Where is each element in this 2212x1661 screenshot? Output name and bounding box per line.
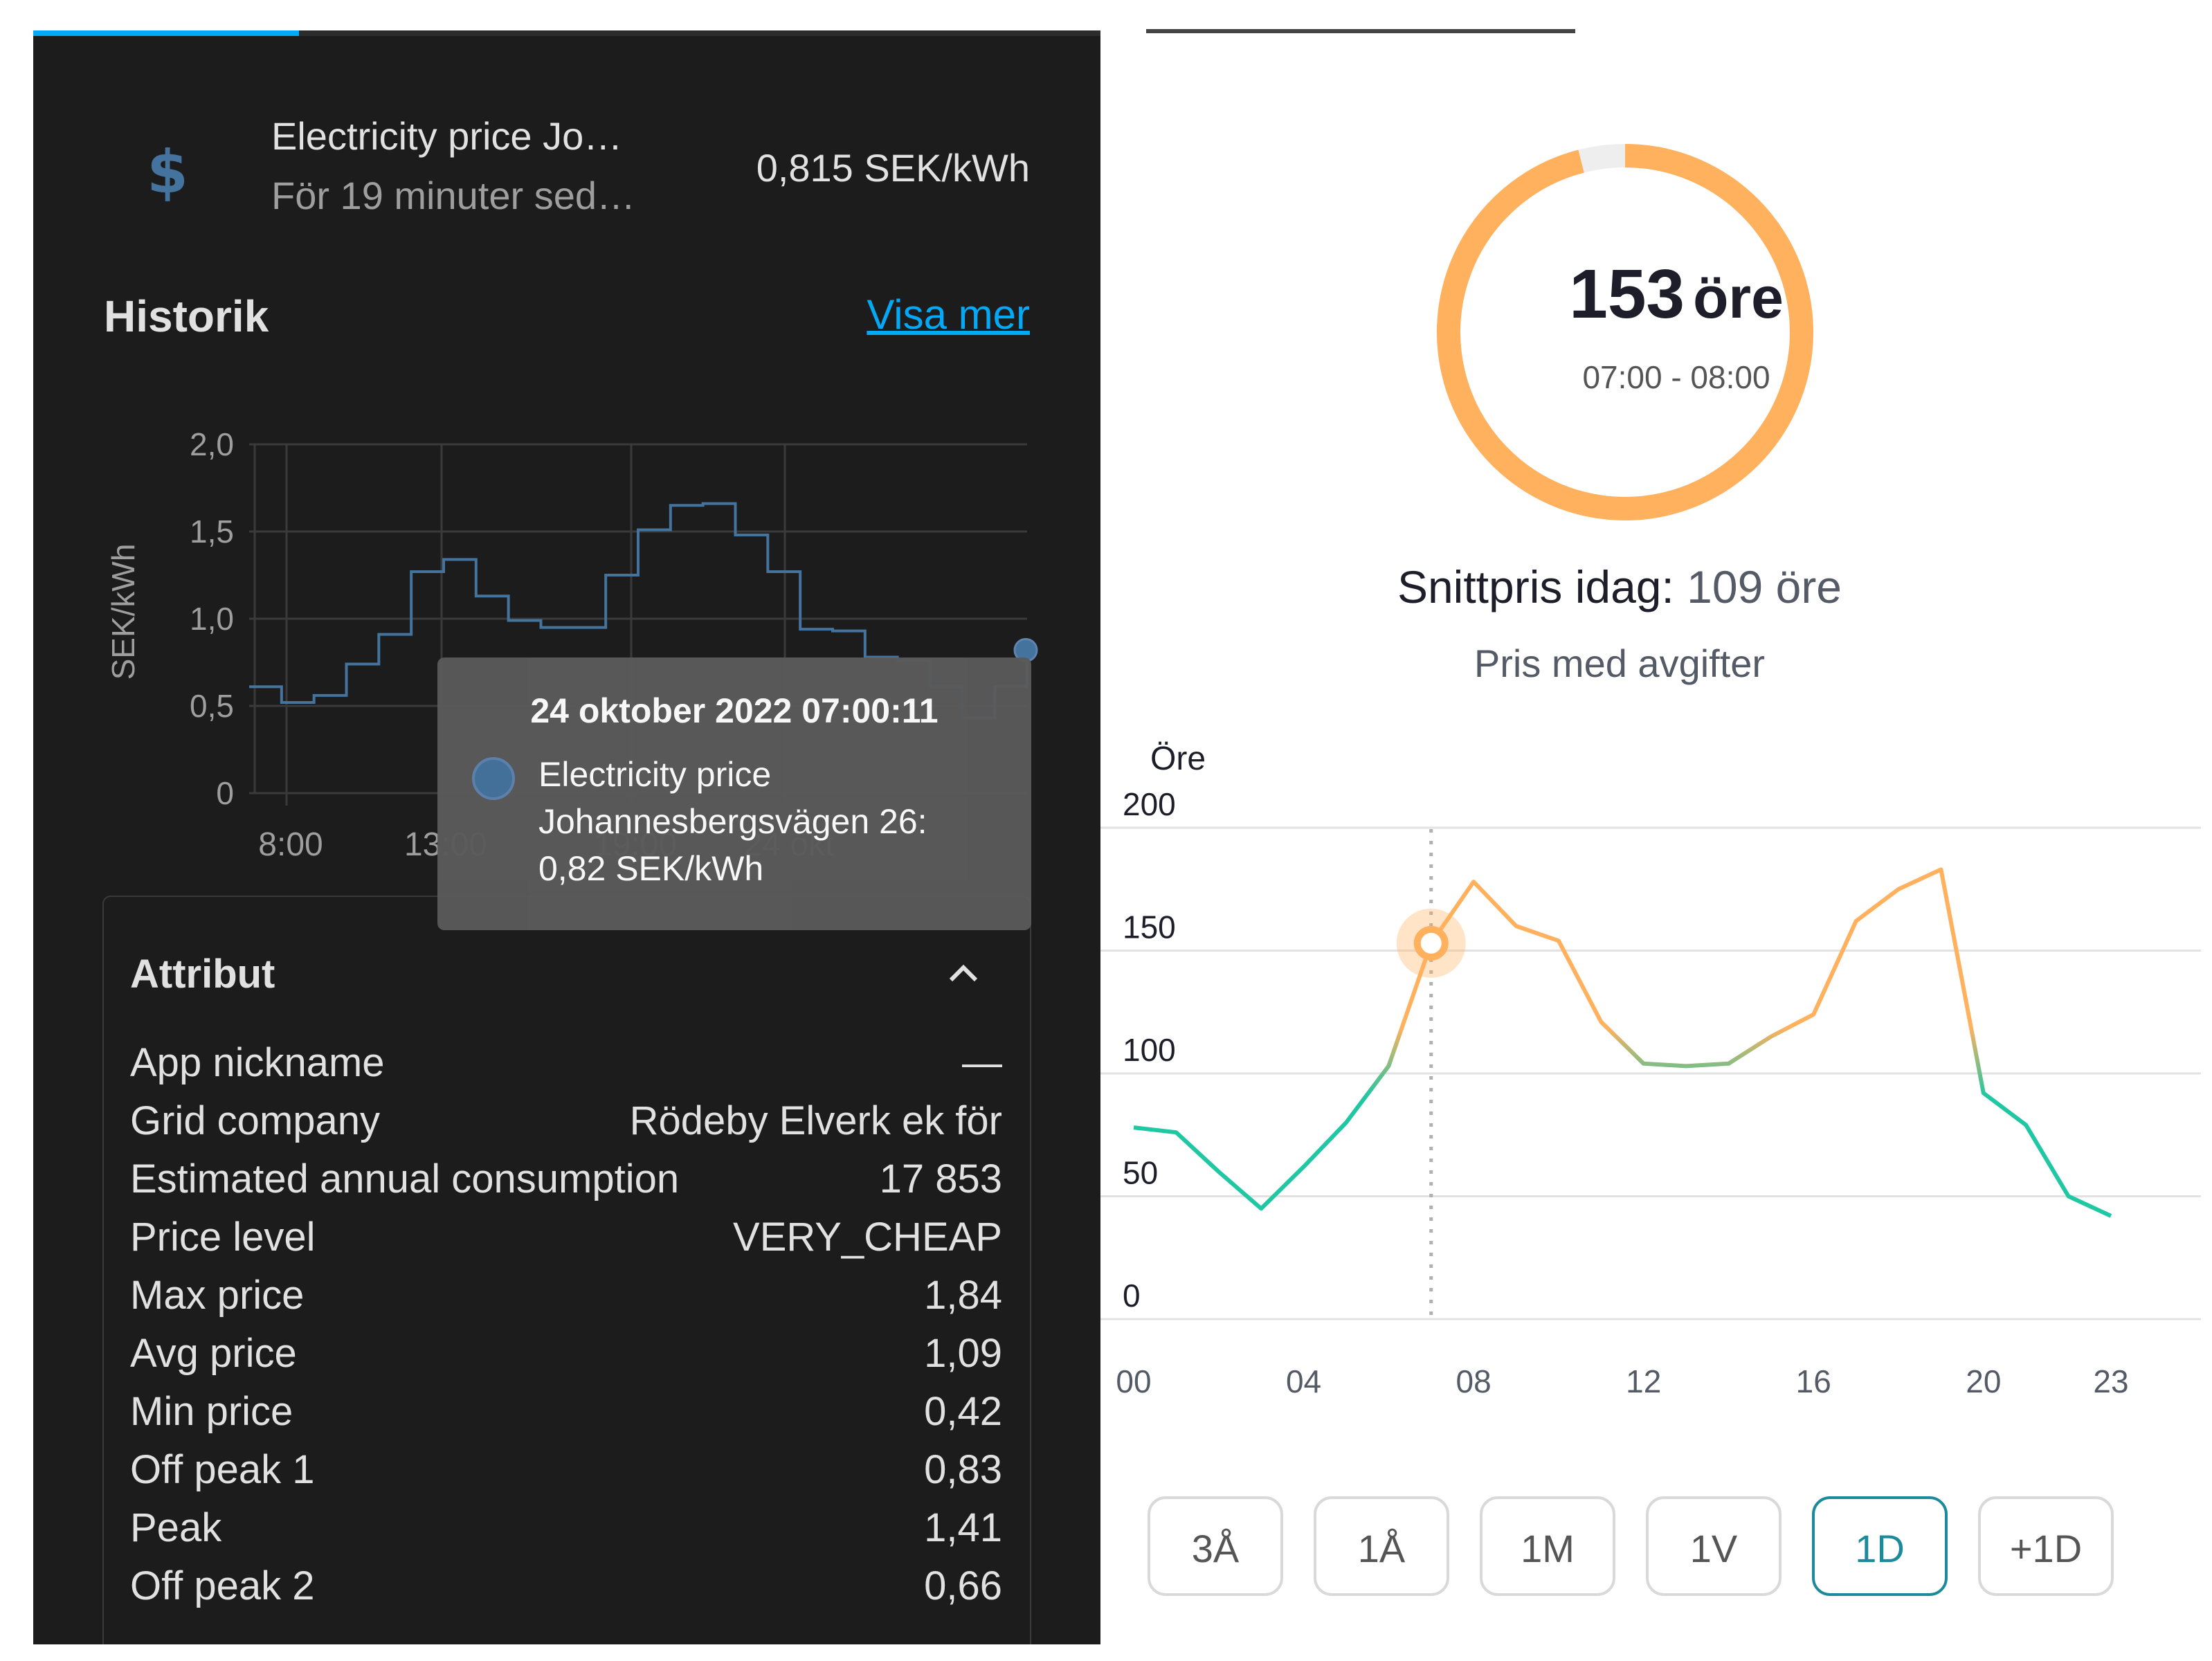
price-ring-arc xyxy=(1437,144,1813,520)
price-y-axis-label: Öre xyxy=(1150,741,1206,777)
chevron-up-icon[interactable] xyxy=(945,955,981,991)
price-x-tick: 23 xyxy=(2093,1363,2128,1399)
current-price-value: 153 xyxy=(1569,255,1685,333)
current-price-time: 07:00 - 08:00 xyxy=(1582,359,1770,395)
history-y-tick: 1,5 xyxy=(190,514,234,550)
price-line xyxy=(1133,867,2112,1218)
attribute-value: 1,84 xyxy=(924,1273,1002,1318)
price-x-tick: 12 xyxy=(1626,1363,1661,1399)
attributes-title[interactable]: Attribut xyxy=(130,952,275,997)
history-y-tick: 0,5 xyxy=(190,688,234,724)
attribute-value: — xyxy=(962,1040,1002,1085)
history-x-tick: 8:00 xyxy=(258,826,323,863)
range-button-1d[interactable]: 1D xyxy=(1812,1496,1948,1596)
attribute-value: 0,83 xyxy=(924,1447,1002,1492)
dollar-icon: $ xyxy=(147,138,188,207)
current-price: 153 öre xyxy=(1503,255,1849,334)
price-x-tick: 04 xyxy=(1286,1363,1321,1399)
attribute-value: 1,41 xyxy=(924,1505,1002,1550)
attribute-label: Grid company xyxy=(130,1098,381,1143)
average-price-value: 109 öre xyxy=(1687,561,1842,612)
attribute-label: Max price xyxy=(130,1273,305,1318)
attribute-value: Rödeby Elverk ek för xyxy=(629,1098,1002,1143)
attribute-value: 1,09 xyxy=(924,1331,1002,1376)
attribute-label: Price level xyxy=(130,1215,316,1260)
attribute-label: Peak xyxy=(130,1505,222,1550)
tooltip-date: 24 oktober 2022 07:00:11 xyxy=(530,691,939,730)
tab-indicator-active xyxy=(33,30,299,36)
tooltip-value: 0,82 SEK/kWh xyxy=(538,849,764,888)
price-y-tick: 0 xyxy=(1123,1278,1141,1314)
history-title: Historik xyxy=(104,291,269,341)
drag-handle[interactable] xyxy=(1146,29,1575,33)
attribute-value: 0,66 xyxy=(924,1563,1002,1608)
tooltip-series-dot xyxy=(472,757,515,800)
attribute-label: Min price xyxy=(130,1389,293,1434)
history-y-tick: 0 xyxy=(216,775,234,811)
attribute-label: Off peak 2 xyxy=(130,1563,315,1608)
average-price-label: Snittpris idag: xyxy=(1397,561,1674,612)
range-button-1m[interactable]: 1M xyxy=(1480,1496,1615,1596)
price-ring-gauge xyxy=(1437,144,1813,520)
range-button-3y[interactable]: 3Å xyxy=(1148,1496,1283,1596)
price-x-tick: 08 xyxy=(1456,1363,1492,1399)
average-price: Snittpris idag: 109 öre xyxy=(1343,561,1896,613)
attribute-value: 17 853 xyxy=(879,1156,1002,1201)
tab-indicator-track xyxy=(33,30,1100,36)
price-y-tick: 50 xyxy=(1123,1155,1158,1191)
range-button-1y[interactable]: 1Å xyxy=(1314,1496,1449,1596)
history-y-tick: 2,0 xyxy=(190,426,234,462)
history-y-axis-label: SEK/kWh xyxy=(105,544,141,680)
attribute-value: VERY_CHEAP xyxy=(733,1215,1002,1260)
attributes-panel xyxy=(102,896,1031,1644)
price-selected-point[interactable] xyxy=(1413,925,1449,961)
current-price-unit: öre xyxy=(1693,265,1784,330)
show-more-link[interactable]: Visa mer xyxy=(867,291,1030,338)
entity-last-updated: För 19 minuter sed… xyxy=(271,174,635,217)
price-y-tick: 200 xyxy=(1123,786,1176,822)
history-tooltip: 24 oktober 2022 07:00:11 Electricity pri… xyxy=(437,657,1031,930)
attribute-value: 0,42 xyxy=(924,1389,1002,1434)
attribute-label: Off peak 1 xyxy=(130,1447,315,1492)
range-button-1w[interactable]: 1V xyxy=(1646,1496,1782,1596)
attribute-label: Estimated annual consumption xyxy=(130,1156,680,1201)
average-price-subtitle: Pris med avgifter xyxy=(1474,642,1766,685)
history-y-tick: 1,0 xyxy=(190,601,234,637)
attribute-label: App nickname xyxy=(130,1040,385,1085)
range-button-plus-1d[interactable]: +1D xyxy=(1978,1496,2114,1596)
price-chart[interactable]: Öre 0 50 100 150 200 00 04 08 12 16 20 23 xyxy=(1100,734,2212,1433)
entity-value: 0,815 SEK/kWh xyxy=(756,146,1030,190)
price-y-tick: 100 xyxy=(1123,1032,1176,1068)
price-x-tick: 00 xyxy=(1116,1363,1151,1399)
tooltip-series-name-2: Johannesbergsvägen 26: xyxy=(538,802,927,841)
tooltip-series-name: Electricity price xyxy=(538,755,772,794)
entity-name: Electricity price Jo… xyxy=(271,114,623,158)
price-y-tick: 150 xyxy=(1123,909,1176,945)
left-panel: $ Electricity price Jo… För 19 minuter s… xyxy=(33,30,1100,1644)
attribute-label: Avg price xyxy=(130,1331,297,1376)
price-x-tick: 20 xyxy=(1966,1363,2001,1399)
price-x-tick: 16 xyxy=(1796,1363,1831,1399)
